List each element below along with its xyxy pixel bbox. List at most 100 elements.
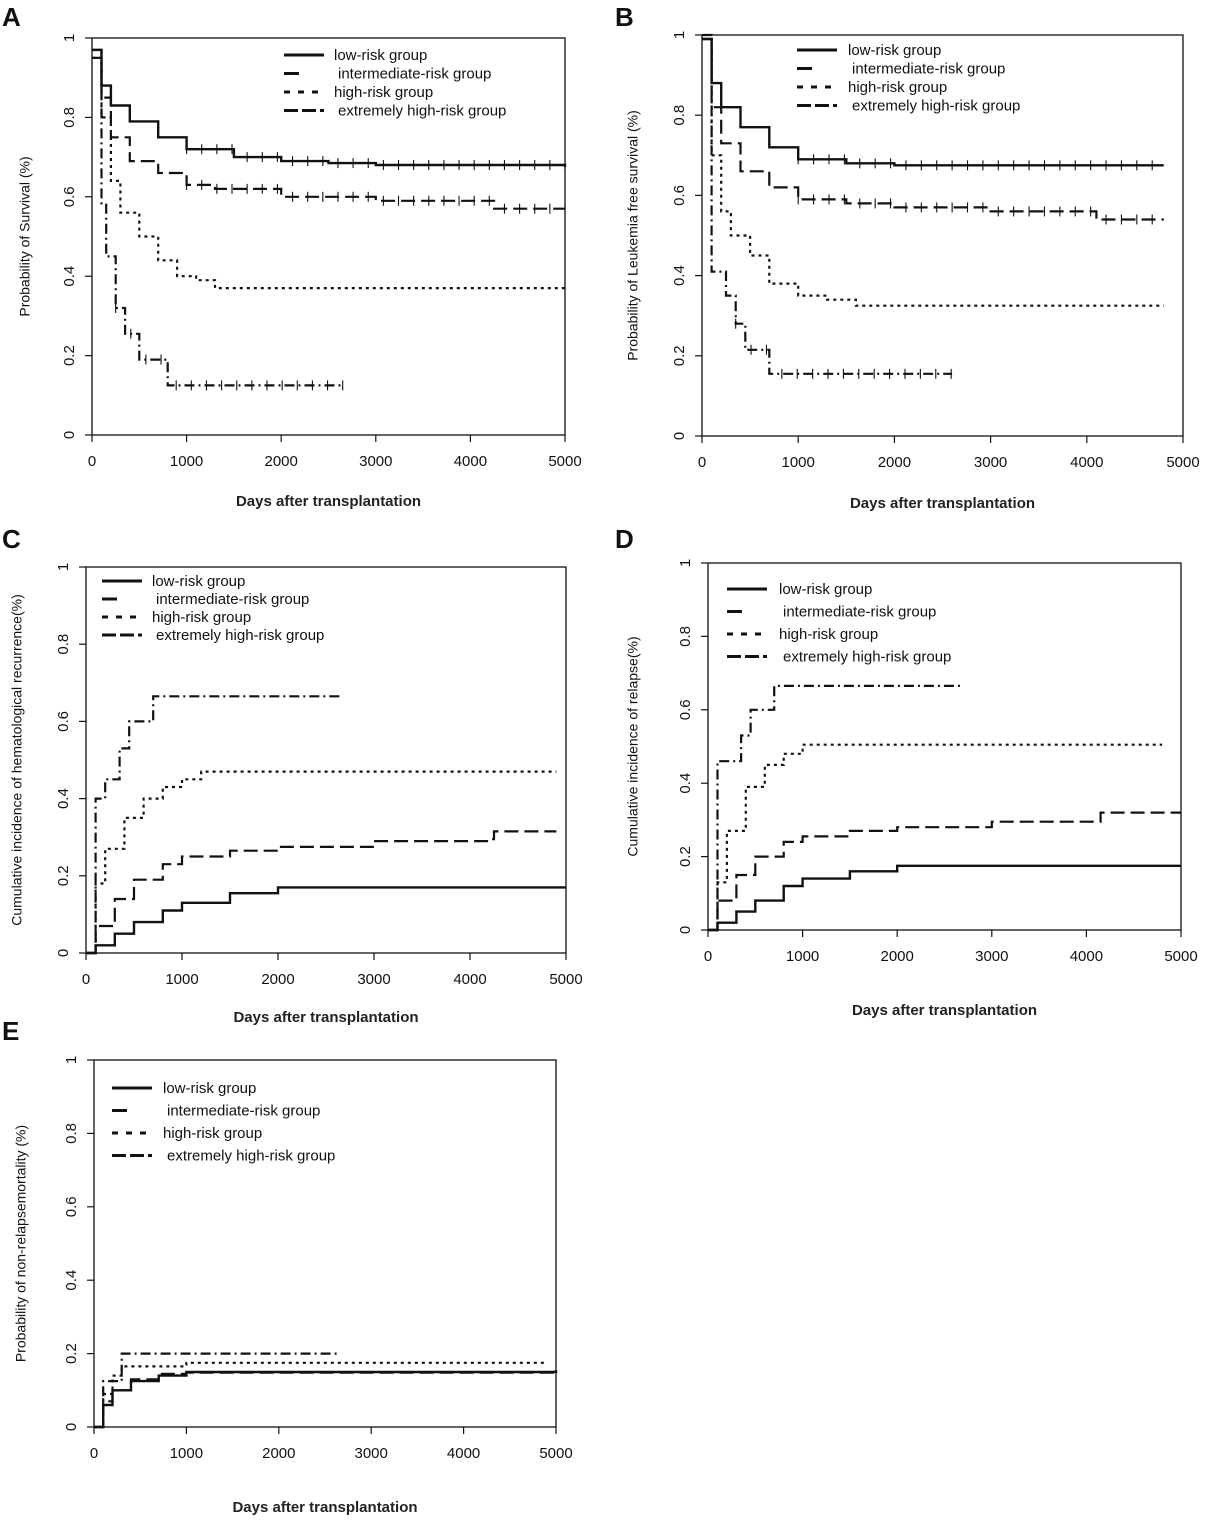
x-axis-label: Days after transplantation [233, 1009, 418, 1026]
legend-label: high-risk group [779, 626, 878, 643]
y-tick-label: 0.6 [677, 699, 694, 720]
y-tick-label: 0 [671, 432, 688, 440]
series-line-low-risk-group [702, 37, 1164, 167]
x-tick-label: 3000 [355, 1445, 388, 1462]
panel-letter: C [2, 524, 21, 554]
x-tick-label: 0 [698, 454, 706, 471]
plot-frame [85, 566, 567, 954]
x-tick-label: 5000 [1166, 454, 1199, 471]
x-tick-label: 2000 [262, 1445, 295, 1462]
y-tick-label: 0 [63, 1423, 80, 1431]
y-tick-label: 0.4 [63, 1270, 80, 1291]
series-line-extremely-high-risk-group [86, 695, 341, 955]
panel-c: C 0 1000 2000 3000 4000 5000 0 0.2 0.4 0.6 0.8 1 Days… [2, 524, 583, 1026]
x-tick-label: 3000 [975, 948, 1008, 965]
y-tick-label: 0.2 [55, 865, 72, 886]
x-tick-label: 2000 [881, 948, 914, 965]
y-axis-label: Cumulative incidence of hematological re… [9, 594, 25, 926]
legend-label: intermediate-risk group [156, 591, 309, 608]
x-tick-label: 4000 [1070, 454, 1103, 471]
series-line-intermediate-risk-group [86, 830, 557, 955]
x-tick-label: 4000 [454, 453, 487, 470]
x-tick-label: 0 [90, 1445, 98, 1462]
y-tick-label: 0.4 [677, 773, 694, 794]
legend-label: extremely high-risk group [156, 627, 324, 644]
series-line-high-risk-group [94, 1361, 547, 1429]
legend-label: extremely high-risk group [167, 1148, 335, 1165]
x-tick-label: 1000 [170, 1445, 203, 1462]
x-tick-label: 3000 [359, 453, 392, 470]
series-line-high-risk-group [702, 37, 1164, 307]
y-tick-label: 0 [61, 431, 78, 439]
x-axis-label: Days after transplantation [236, 493, 421, 510]
x-tick-label: 5000 [539, 1445, 572, 1462]
y-tick-label: 0.8 [61, 107, 78, 128]
panel-e: E 0 1000 2000 3000 4000 5000 0 0.2 0.4 0.6 0.8 1 Days… [2, 1016, 573, 1516]
y-tick-label: 1 [677, 559, 694, 567]
legend-label: high-risk group [848, 79, 947, 96]
x-tick-label: 4000 [453, 971, 486, 988]
y-tick-label: 0.2 [63, 1343, 80, 1364]
y-tick-label: 0.8 [55, 634, 72, 655]
series-line-extremely-high-risk-group [94, 1352, 339, 1429]
legend-label: intermediate-risk group [783, 604, 936, 621]
legend-label: low-risk group [152, 573, 245, 590]
series-line-low-risk-group [708, 864, 1181, 932]
x-tick-label: 0 [88, 453, 96, 470]
y-tick-label: 0.2 [677, 846, 694, 867]
plot-frame [707, 562, 1182, 931]
x-tick-label: 1000 [165, 971, 198, 988]
legend-label: low-risk group [334, 47, 427, 64]
x-tick-label: 1000 [786, 948, 819, 965]
y-axis-label: Probability of Leukemia free survival (%… [625, 110, 641, 361]
y-tick-label: 1 [63, 1056, 80, 1064]
x-tick-label: 2000 [878, 454, 911, 471]
x-tick-label: 5000 [1164, 948, 1197, 965]
x-axis-label: Days after transplantation [852, 1002, 1037, 1019]
y-tick-label: 0.6 [63, 1196, 80, 1217]
x-axis-label: Days after transplantation [232, 1499, 417, 1516]
legend-label: low-risk group [163, 1080, 256, 1097]
y-tick-label: 0.8 [671, 105, 688, 126]
y-tick-label: 0.2 [671, 345, 688, 366]
series-line-high-risk-group [92, 56, 565, 290]
y-tick-label: 0 [677, 926, 694, 934]
x-tick-label: 0 [82, 971, 90, 988]
series-line-high-risk-group [708, 743, 1163, 932]
x-tick-label: 3000 [974, 454, 1007, 471]
panel-d: D 0 1000 2000 3000 4000 5000 0 0.2 0.4 0.6 0.8 1 Days… [615, 524, 1198, 1019]
legend-label: intermediate-risk group [852, 61, 1005, 78]
y-tick-label: 0.4 [61, 266, 78, 287]
x-tick-label: 4000 [447, 1445, 480, 1462]
x-tick-label: 5000 [549, 971, 582, 988]
y-axis-label: Cumulative incidence of relapse(%) [625, 636, 641, 856]
legend-label: high-risk group [152, 609, 251, 626]
x-axis-label: Days after transplantation [850, 495, 1035, 512]
y-tick-label: 0.4 [671, 265, 688, 286]
y-tick-label: 0.8 [63, 1123, 80, 1144]
x-tick-label: 4000 [1070, 948, 1103, 965]
y-tick-label: 0.2 [61, 345, 78, 366]
plot-frame [91, 37, 566, 436]
panel-a: A 0 1000 2000 3000 4000 5000 0 0.2 0.4 0.6 0.8 1 Days… [2, 2, 582, 510]
y-tick-label: 0 [55, 949, 72, 957]
legend-label: intermediate-risk group [167, 1103, 320, 1120]
x-tick-label: 1000 [782, 454, 815, 471]
legend-label: high-risk group [334, 84, 433, 101]
series-line-intermediate-risk-group [708, 811, 1181, 932]
x-tick-label: 1000 [170, 453, 203, 470]
y-tick-label: 0.4 [55, 788, 72, 809]
panel-letter: D [615, 524, 634, 554]
legend-label: extremely high-risk group [783, 649, 951, 666]
legend-label: low-risk group [779, 581, 872, 598]
panel-letter: A [2, 2, 21, 32]
y-tick-label: 0.6 [671, 185, 688, 206]
y-tick-label: 0.6 [61, 186, 78, 207]
plot-frame [701, 34, 1184, 437]
x-tick-label: 2000 [265, 453, 298, 470]
x-tick-label: 0 [704, 948, 712, 965]
plot-frame [93, 1059, 557, 1428]
legend-label: intermediate-risk group [338, 66, 491, 83]
legend-label: extremely high-risk group [338, 103, 506, 120]
